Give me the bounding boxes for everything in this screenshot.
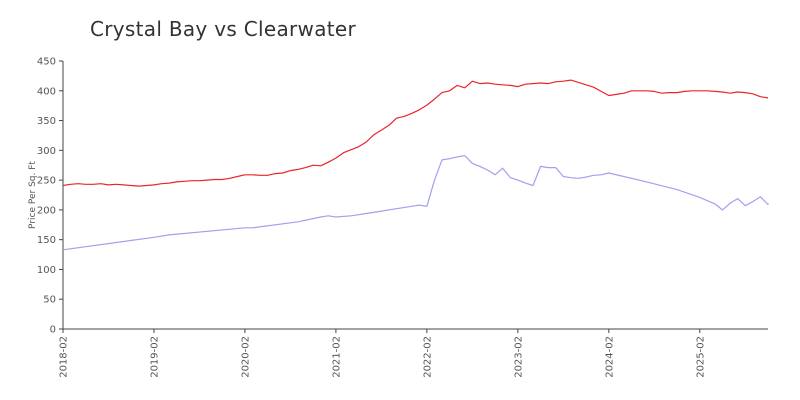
x-tick-label: 2019-02 [149, 336, 160, 378]
x-tick-label: 2023-02 [513, 336, 524, 378]
y-tick-label: 300 [37, 146, 56, 157]
y-tick-label: 50 [43, 295, 56, 306]
y-tick-label: 0 [50, 325, 56, 336]
x-axis: 2018-02 2019-02 2020-02 2021-02 2022-02 2023-… [59, 328, 768, 378]
x-tick-label: 2024-02 [604, 336, 615, 378]
y-tick-label: 450 [37, 57, 56, 68]
x-tick-label: 2025-02 [695, 336, 706, 378]
y-tick-label: 100 [37, 265, 56, 276]
y-tick-label: 350 [37, 116, 56, 127]
y-tick-label: 400 [37, 86, 56, 97]
y-axis: 0 50 100 150 200 250 300 350 400 450 [37, 57, 64, 336]
y-tick-label: 150 [37, 235, 56, 246]
y-axis-label: Price Per Sq. Ft [28, 161, 38, 229]
x-tick-label: 2022-02 [422, 336, 433, 378]
x-tick-label: 2018-02 [59, 336, 70, 378]
y-tick-label: 250 [37, 176, 56, 187]
x-tick-label: 2020-02 [240, 336, 251, 378]
y-tick-label: 200 [37, 205, 56, 216]
series-line-2 [62, 155, 769, 251]
x-tick-label: 2021-02 [331, 336, 342, 378]
series-layer [62, 79, 769, 251]
chart-title: Crystal Bay vs Clearwater [90, 17, 357, 41]
series-line-1 [62, 79, 769, 187]
